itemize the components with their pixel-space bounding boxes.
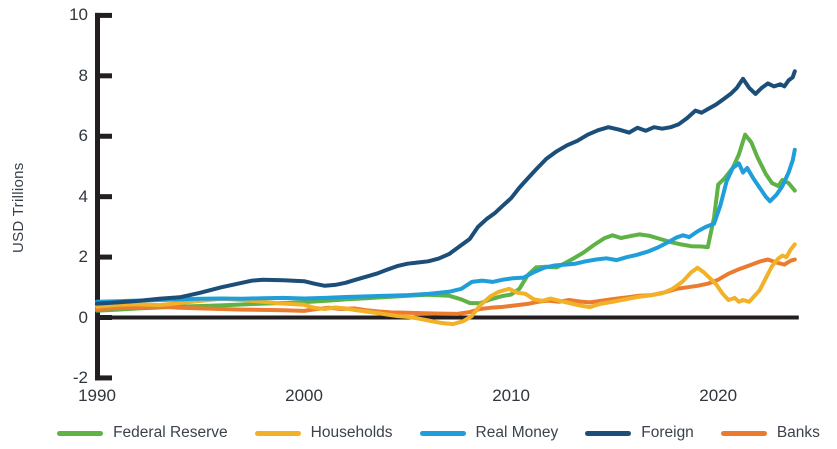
legend-label: Foreign bbox=[641, 424, 694, 441]
legend-label: Federal Reserve bbox=[113, 424, 228, 441]
series-line-households bbox=[95, 242, 797, 327]
legend-label: Real Money bbox=[475, 424, 559, 441]
legend-item-real-money: Real Money bbox=[419, 424, 559, 442]
y-tick-label: 0 bbox=[78, 307, 88, 327]
y-axis-tick bbox=[95, 254, 112, 260]
legend-swatch-foreign bbox=[585, 430, 632, 436]
x-tick-label: 2010 bbox=[492, 386, 531, 405]
series-line-federal-reserve bbox=[95, 132, 797, 313]
x-tick-label: 2000 bbox=[285, 386, 323, 405]
series-line-real-money bbox=[95, 147, 797, 304]
legend-swatch-federal-reserve bbox=[57, 430, 104, 436]
legend-swatch-households bbox=[254, 430, 301, 436]
legend-label: Households bbox=[310, 424, 393, 441]
legend-item-households: Households bbox=[254, 424, 393, 442]
y-tick-label: -2 bbox=[72, 367, 88, 387]
y-tick-label: 8 bbox=[78, 65, 88, 85]
y-tick-label: 2 bbox=[78, 247, 88, 267]
series-line-foreign bbox=[95, 69, 797, 306]
legend-swatch-real-money bbox=[419, 430, 466, 436]
legend-item-banks: Banks bbox=[720, 424, 820, 442]
zero-line bbox=[95, 315, 799, 320]
legend-item-federal-reserve: Federal Reserve bbox=[57, 424, 228, 442]
y-tick-label: 10 bbox=[69, 5, 88, 25]
x-tick-label: 2020 bbox=[699, 386, 738, 405]
y-axis-tick bbox=[95, 73, 112, 79]
y-tick-label: 4 bbox=[78, 186, 88, 206]
legend-swatch-banks bbox=[720, 430, 767, 436]
x-tick-label: 1990 bbox=[78, 386, 116, 405]
y-axis-tick bbox=[95, 133, 112, 139]
y-axis-tick bbox=[95, 12, 112, 18]
legend-label: Banks bbox=[776, 424, 820, 441]
legend: Federal Reserve Households Real Money Forei… bbox=[40, 424, 837, 442]
legend-item-foreign: Foreign bbox=[585, 424, 694, 442]
y-axis-tick bbox=[95, 375, 112, 381]
y-axis-tick bbox=[95, 194, 112, 200]
y-tick-label: 6 bbox=[78, 126, 88, 146]
series-line-banks bbox=[95, 257, 797, 316]
